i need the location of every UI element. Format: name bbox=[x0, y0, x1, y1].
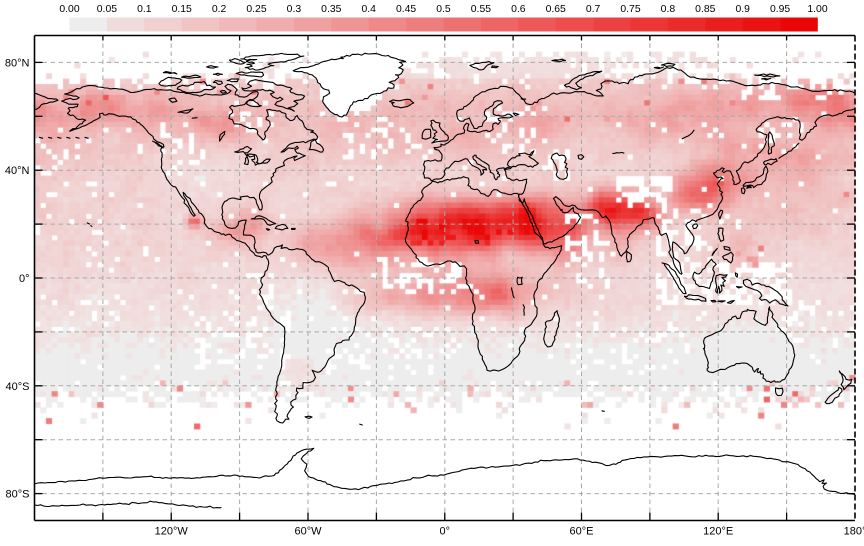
svg-text:1.00: 1.00 bbox=[807, 4, 827, 15]
svg-text:0.65: 0.65 bbox=[546, 4, 566, 15]
svg-text:0.00: 0.00 bbox=[59, 4, 79, 15]
svg-text:180°: 180° bbox=[844, 526, 864, 538]
svg-text:0.55: 0.55 bbox=[471, 4, 491, 15]
svg-text:0.75: 0.75 bbox=[620, 4, 640, 15]
svg-text:0°: 0° bbox=[19, 273, 30, 285]
svg-text:0.15: 0.15 bbox=[172, 4, 192, 15]
svg-text:40°S: 40°S bbox=[6, 381, 30, 393]
svg-text:0.6: 0.6 bbox=[511, 4, 526, 15]
svg-text:0.95: 0.95 bbox=[770, 4, 790, 15]
svg-text:0.45: 0.45 bbox=[396, 4, 416, 15]
svg-text:0.35: 0.35 bbox=[321, 4, 341, 15]
svg-text:0.2: 0.2 bbox=[212, 4, 227, 15]
svg-text:80°S: 80°S bbox=[6, 489, 30, 501]
svg-text:0.25: 0.25 bbox=[246, 4, 266, 15]
svg-text:0.8: 0.8 bbox=[661, 4, 676, 15]
svg-text:0.5: 0.5 bbox=[436, 4, 451, 15]
svg-text:60°W: 60°W bbox=[294, 526, 322, 538]
svg-text:0.05: 0.05 bbox=[97, 4, 117, 15]
svg-text:60°E: 60°E bbox=[570, 526, 594, 538]
svg-text:40°N: 40°N bbox=[5, 165, 30, 177]
svg-text:0.9: 0.9 bbox=[735, 4, 750, 15]
svg-text:0.4: 0.4 bbox=[361, 4, 376, 15]
svg-text:80°N: 80°N bbox=[5, 57, 30, 69]
svg-text:0.7: 0.7 bbox=[586, 4, 601, 15]
svg-text:120°W: 120°W bbox=[155, 526, 189, 538]
svg-text:120°E: 120°E bbox=[703, 526, 733, 538]
svg-text:0.3: 0.3 bbox=[287, 4, 302, 15]
svg-text:0°: 0° bbox=[440, 526, 451, 538]
svg-text:0.85: 0.85 bbox=[695, 4, 715, 15]
svg-text:0.1: 0.1 bbox=[137, 4, 152, 15]
